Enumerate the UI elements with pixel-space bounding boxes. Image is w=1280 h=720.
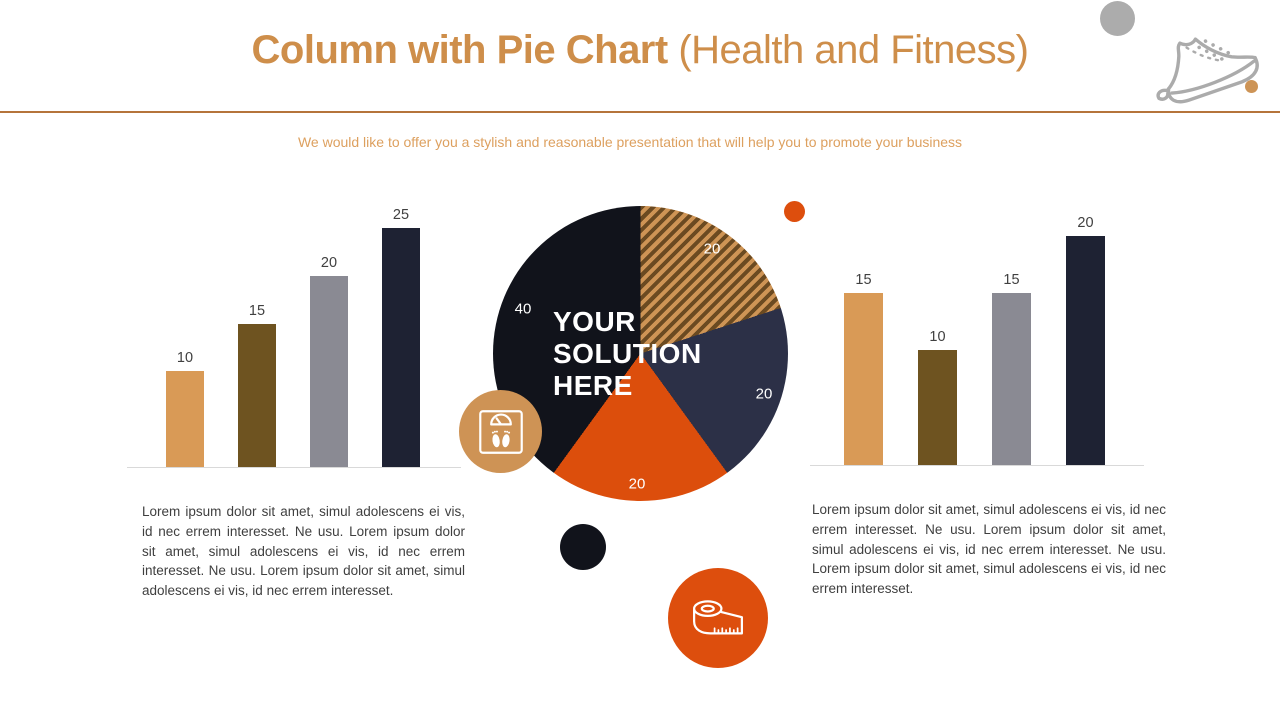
weight-scale-icon [478,409,523,454]
pie-slice-label: 40 [514,300,532,318]
bar-column: 25 [382,207,420,467]
right-body-text: Lorem ipsum dolor sit amet, simul adoles… [812,502,1166,597]
bar-value-label: 15 [855,272,872,288]
bar [238,324,276,467]
measuring-tape-badge [668,568,768,668]
header-divider [0,111,1280,113]
bar [382,228,420,467]
pie-slice-label: 20 [628,475,646,493]
bar [310,276,348,467]
title-main: Column with Pie Chart [251,28,669,72]
bar-column: 10 [166,350,204,467]
bar-column: 15 [844,272,883,465]
left-body-text: Lorem ipsum dolor sit amet, simul adoles… [142,504,465,599]
title-suffix: (Health and Fitness) [667,28,1029,72]
pie-center-line: HERE [553,370,633,401]
bar-value-label: 15 [1003,272,1020,288]
bar-column: 15 [992,272,1031,465]
pie-slice-label: 20 [755,385,773,403]
bar-value-label: 20 [1077,215,1094,231]
bar-column: 15 [238,303,276,467]
pie-slice-label: 20 [703,240,721,258]
bar [992,293,1031,465]
bar-column: 20 [1066,215,1105,465]
pie-center-line: YOUR [553,306,636,337]
pie-hatched-slice-pattern [493,206,788,501]
bar [844,293,883,465]
page-title: Column with Pie Chart (Health and Fitnes… [0,28,1280,73]
bar-value-label: 10 [929,329,946,345]
pie-center-text: YOUR SOLUTION HERE [553,306,702,402]
decor-gray-circle [1100,1,1135,36]
decor-tan-dot [1245,80,1258,93]
bar [918,350,957,465]
decor-black-dot [560,524,606,570]
bar [166,371,204,467]
bar [1066,236,1105,465]
bar-column: 20 [310,255,348,467]
sneaker-icon [1156,37,1259,104]
measuring-tape-icon [693,600,743,635]
left-column-chart: 10 15 20 25 [127,207,461,468]
slide-subtitle: We would like to offer you a stylish and… [297,134,963,150]
bar-value-label: 10 [176,350,194,366]
bar-value-label: 20 [320,255,338,271]
weight-scale-badge [459,390,542,473]
bar-value-label: 15 [248,303,266,319]
pie-chart: 20 20 20 40 YOUR SOLUTION HERE [493,206,788,501]
pie-center-line: SOLUTION [553,338,702,369]
bar-value-label: 25 [392,207,410,223]
decor-orange-dot [784,201,805,222]
right-column-chart: 15 10 15 20 [810,215,1144,466]
bar-column: 10 [918,329,957,465]
